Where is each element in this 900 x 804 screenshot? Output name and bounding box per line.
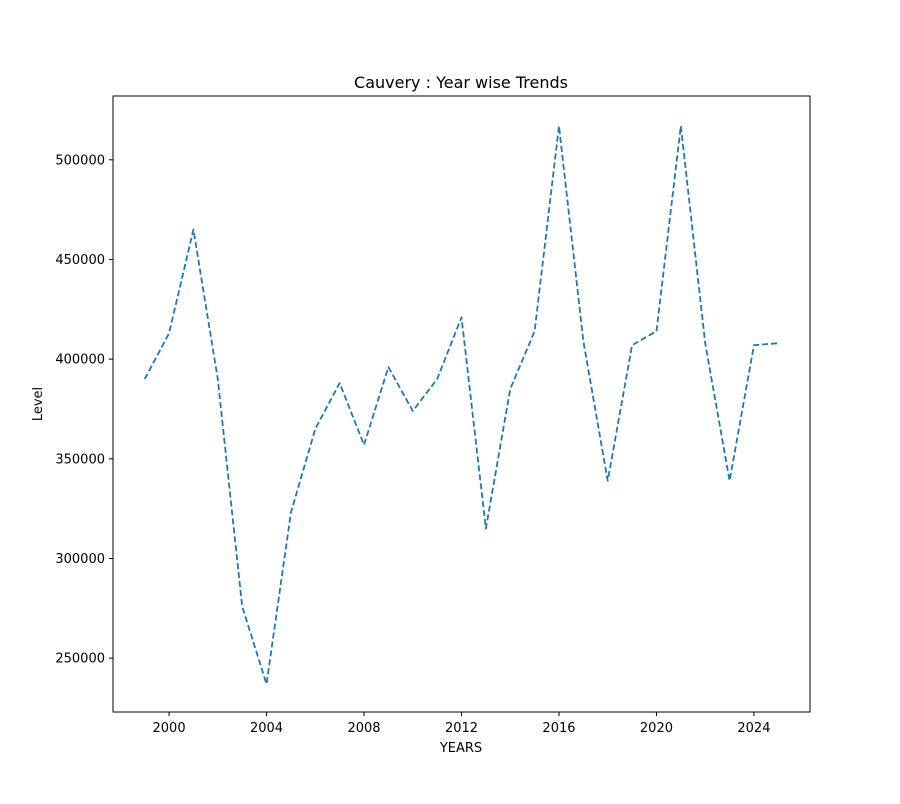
x-tick-label: 2020 [640, 721, 673, 736]
x-axis: 2000 2004 2008 2012 2016 2020 2024 [153, 712, 770, 736]
y-axis: 250000 300000 350000 400000 450000 500000 [55, 153, 113, 667]
y-tick-label: 450000 [55, 253, 105, 268]
y-tick-label: 350000 [55, 452, 105, 467]
y-tick-label: 250000 [55, 652, 105, 667]
series-line [143, 125, 779, 685]
x-axis-label: YEARS [439, 741, 482, 756]
chart-title: Cauvery : Year wise Trends [354, 73, 568, 92]
y-tick-label: 500000 [55, 153, 105, 168]
x-tick-label: 2012 [445, 721, 478, 736]
y-tick-label: 400000 [55, 353, 105, 368]
x-tick-label: 2000 [153, 721, 186, 736]
y-tick-label: 300000 [55, 552, 105, 567]
x-tick-label: 2004 [250, 721, 283, 736]
x-tick-label: 2024 [737, 721, 770, 736]
series-layer [143, 125, 779, 685]
x-tick-label: 2016 [542, 721, 575, 736]
y-axis-label: Level [31, 387, 46, 421]
x-tick-label: 2008 [347, 721, 380, 736]
